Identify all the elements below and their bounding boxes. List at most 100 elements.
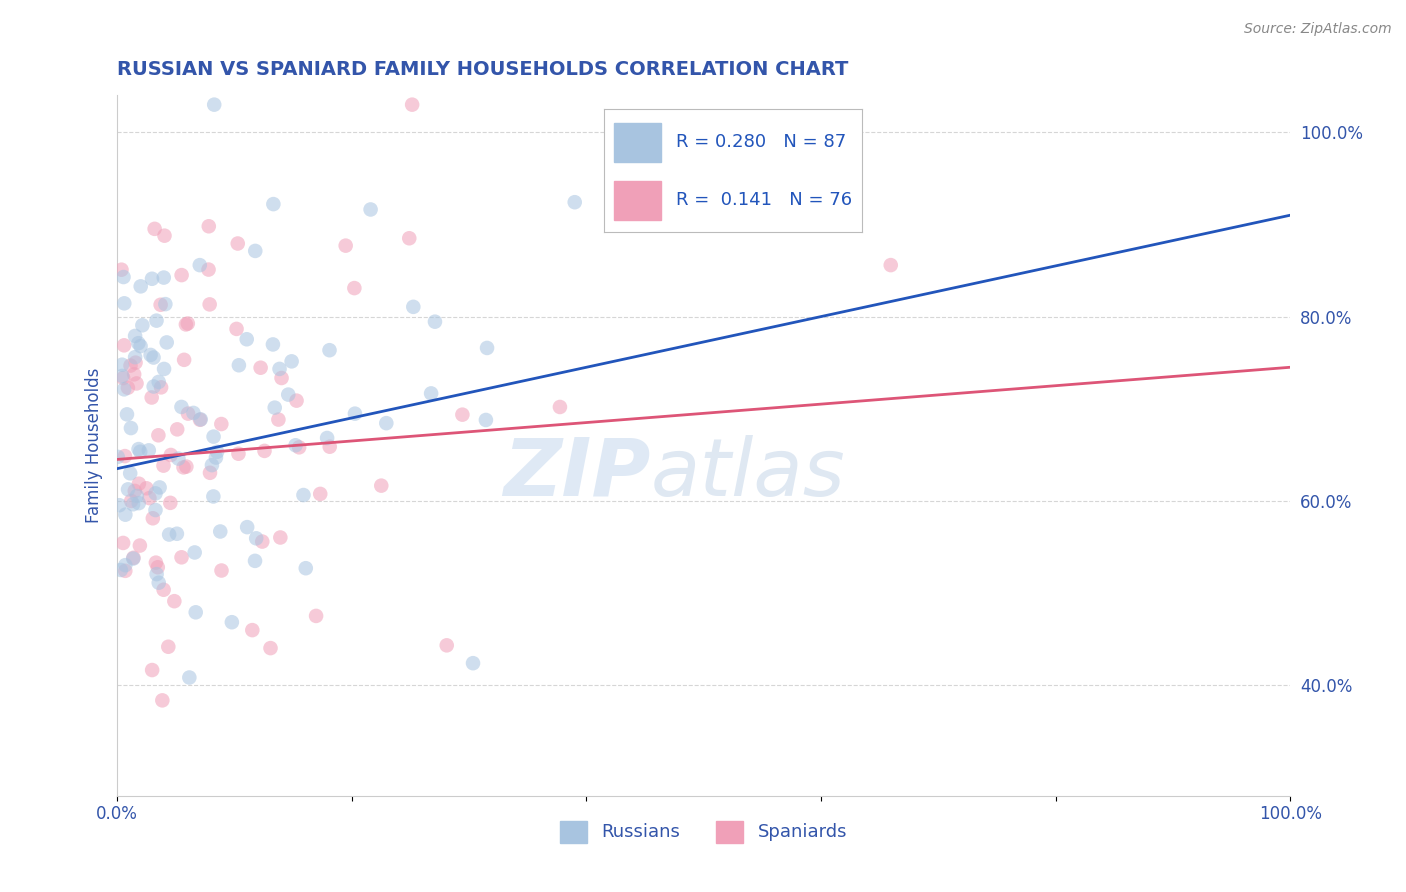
Point — [111, 368, 134, 383]
Point — [128, 476, 150, 491]
Point — [115, 408, 138, 422]
Point — [152, 270, 174, 285]
Point — [145, 503, 167, 517]
Point — [112, 296, 135, 310]
Point — [284, 438, 307, 452]
Point — [114, 508, 136, 522]
Point — [548, 400, 571, 414]
Point — [110, 262, 132, 277]
Point — [188, 258, 211, 272]
Point — [129, 279, 152, 293]
Point — [117, 483, 139, 497]
Point — [235, 332, 257, 346]
Point — [252, 534, 274, 549]
Point — [309, 487, 332, 501]
Point — [127, 336, 149, 351]
Point — [125, 376, 148, 391]
Point — [149, 298, 172, 312]
Point — [184, 605, 207, 619]
Point — [157, 640, 180, 654]
Point — [202, 490, 225, 504]
Point — [124, 329, 146, 343]
Point — [360, 202, 382, 217]
Point — [183, 406, 205, 420]
Point — [129, 444, 152, 458]
Point — [190, 412, 212, 426]
Point — [163, 594, 186, 608]
Point — [170, 268, 193, 282]
Point — [125, 489, 148, 503]
Point — [226, 236, 249, 251]
Point — [112, 382, 135, 396]
Point — [114, 564, 136, 578]
Point — [316, 431, 339, 445]
Point — [267, 412, 290, 426]
Point — [262, 197, 284, 211]
Point — [149, 480, 172, 494]
Point — [475, 341, 498, 355]
Point — [236, 520, 259, 534]
Point — [112, 371, 135, 385]
Point — [277, 387, 299, 401]
Point — [183, 545, 205, 559]
Point — [292, 488, 315, 502]
Point — [150, 380, 173, 394]
Point — [173, 352, 195, 367]
Point — [259, 641, 281, 656]
Legend: Russians, Spaniards: Russians, Spaniards — [553, 814, 855, 850]
Point — [135, 481, 157, 495]
Text: RUSSIAN VS SPANIARD FAMILY HOUSEHOLDS CORRELATION CHART: RUSSIAN VS SPANIARD FAMILY HOUSEHOLDS CO… — [117, 60, 849, 78]
Point — [475, 413, 498, 427]
Point — [305, 608, 328, 623]
Point — [343, 281, 366, 295]
Point — [880, 258, 903, 272]
Point — [564, 195, 586, 210]
Point — [108, 498, 131, 512]
Point — [221, 615, 243, 630]
Point — [128, 442, 150, 456]
Point — [343, 407, 366, 421]
Point — [153, 228, 176, 243]
Point — [202, 429, 225, 443]
Point — [201, 458, 224, 472]
Point — [243, 554, 266, 568]
Point — [112, 270, 135, 285]
Point — [318, 343, 340, 358]
Point — [131, 318, 153, 333]
Point — [143, 222, 166, 236]
Point — [152, 582, 174, 597]
Point — [142, 379, 165, 393]
Point — [112, 536, 135, 550]
Point — [335, 238, 357, 252]
Point — [269, 362, 291, 376]
Point — [153, 362, 176, 376]
Point — [209, 417, 232, 431]
Point — [150, 693, 173, 707]
Point — [294, 561, 316, 575]
Point — [141, 663, 163, 677]
Point — [170, 400, 193, 414]
Point — [110, 563, 132, 577]
Bar — [614, 180, 661, 219]
Point — [398, 231, 420, 245]
Point — [209, 524, 232, 539]
Point — [179, 671, 201, 685]
Y-axis label: Family Households: Family Households — [86, 368, 103, 524]
Point — [228, 358, 250, 372]
Point — [188, 413, 211, 427]
Point — [112, 338, 135, 352]
Point — [262, 337, 284, 351]
Point — [107, 450, 129, 464]
Point — [173, 460, 195, 475]
Point — [124, 483, 146, 498]
Point — [177, 317, 200, 331]
Point — [141, 272, 163, 286]
Point — [245, 244, 267, 258]
Point — [263, 401, 285, 415]
Point — [253, 443, 276, 458]
Point — [111, 358, 134, 372]
Point — [249, 360, 271, 375]
Point — [202, 97, 225, 112]
Point — [197, 219, 219, 234]
Point — [174, 318, 197, 332]
